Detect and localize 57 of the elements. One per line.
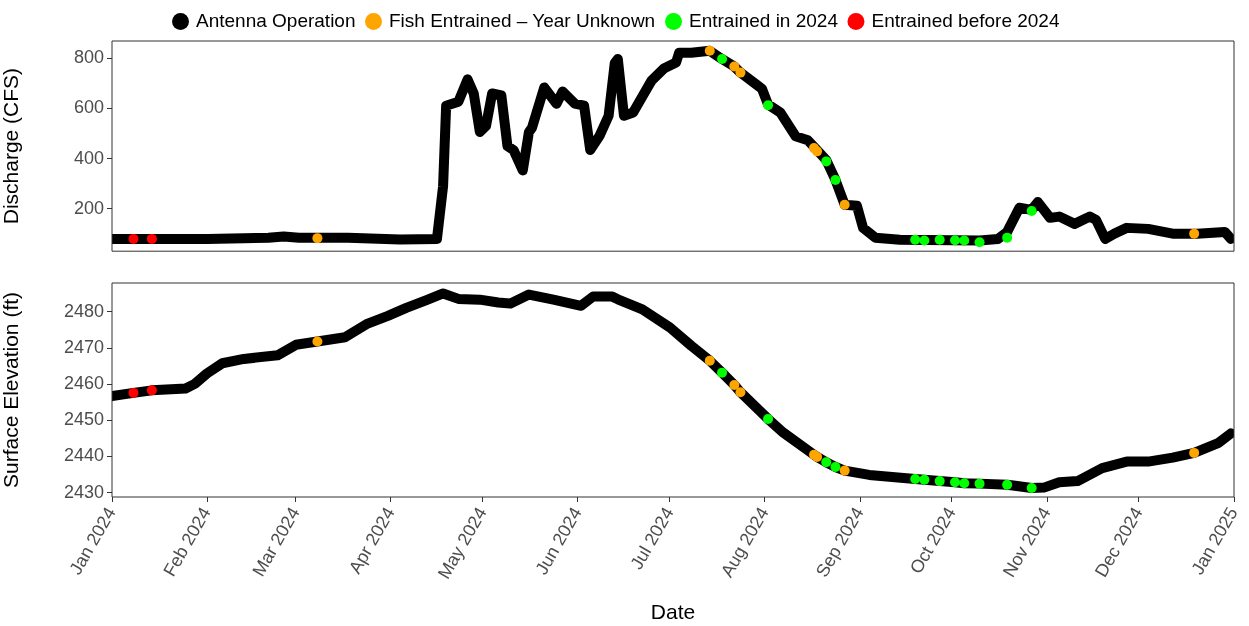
legend-label: Antenna Operation [196, 9, 356, 31]
y-tick-label: 800 [73, 47, 104, 68]
point [830, 174, 841, 185]
point [959, 478, 970, 489]
point [934, 476, 945, 487]
y-axis-title: Surface Elevation (ft) [0, 291, 23, 489]
y-tick-label: 2440 [63, 445, 104, 466]
point [821, 156, 832, 167]
point [830, 462, 841, 472]
point [959, 235, 970, 246]
point [974, 478, 985, 489]
point [312, 336, 323, 347]
point [1189, 228, 1200, 239]
point [910, 234, 921, 245]
y-tick-label: 2450 [63, 409, 104, 430]
point [128, 233, 139, 244]
point [950, 477, 961, 488]
point [919, 474, 930, 485]
point [821, 457, 832, 468]
point [1002, 479, 1013, 490]
point [146, 233, 157, 244]
point [950, 235, 961, 246]
y-tick-label: 2470 [63, 337, 104, 358]
point [735, 387, 746, 398]
point [1002, 232, 1013, 243]
y-tick-label: 2460 [63, 373, 104, 394]
point [839, 465, 850, 476]
point [128, 387, 139, 398]
point [729, 61, 740, 72]
point [919, 235, 930, 246]
x-axis-title: Date [650, 600, 696, 624]
point [1026, 206, 1037, 217]
point [974, 237, 985, 248]
legend-label: Entrained in 2024 [689, 9, 839, 31]
legend-label: Entrained before 2024 [871, 9, 1060, 31]
point [1189, 447, 1200, 458]
y-tick-label: 2480 [63, 300, 104, 321]
point [735, 67, 746, 78]
point [1026, 482, 1037, 493]
point [146, 385, 157, 396]
point [839, 199, 850, 210]
point [729, 379, 740, 390]
point [717, 54, 728, 65]
point [312, 233, 323, 244]
y-tick-label: 600 [73, 97, 104, 118]
y-tick-label: 200 [73, 197, 104, 218]
point [763, 100, 774, 111]
point [704, 355, 715, 366]
point [717, 367, 728, 378]
point [910, 473, 921, 484]
point [763, 413, 774, 424]
legend-label: Fish Entrained – Year Unknown [389, 9, 656, 31]
y-tick-label: 2430 [63, 481, 104, 502]
point [934, 234, 945, 245]
y-axis-title: Discharge (CFS) [0, 67, 23, 225]
point [704, 45, 715, 56]
y-tick-label: 400 [73, 147, 104, 168]
